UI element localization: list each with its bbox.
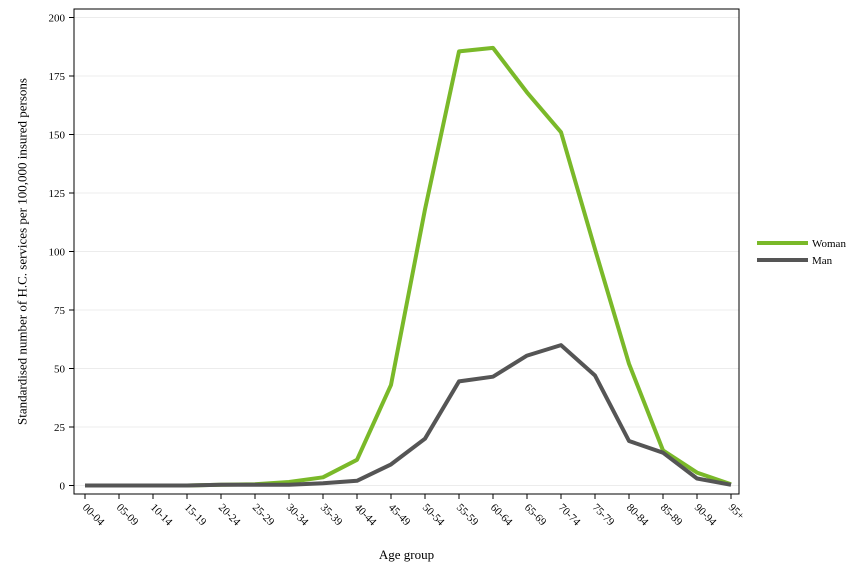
x-tick-label: 20-24 bbox=[216, 502, 243, 529]
x-tick-label: 35-39 bbox=[318, 502, 345, 529]
y-tick-label: 50 bbox=[54, 364, 66, 376]
x-tick-label: 30-34 bbox=[284, 502, 311, 529]
y-tick-label: 125 bbox=[49, 188, 66, 200]
x-tick-label: 60-64 bbox=[488, 502, 515, 529]
x-tick-label: 95+ bbox=[726, 502, 747, 523]
x-tick-label: 10-14 bbox=[148, 502, 175, 529]
y-axis-title: Standardised number of H.C. services per… bbox=[15, 78, 30, 425]
x-tick-label: 55-59 bbox=[454, 502, 481, 529]
y-tick-label: 100 bbox=[49, 247, 66, 259]
x-tick-label: 45-49 bbox=[386, 502, 413, 529]
y-axis: 0 25 50 75 100 125 150 175 200 bbox=[49, 13, 74, 493]
legend-label-man: Man bbox=[812, 255, 833, 267]
x-tick-label: 85-89 bbox=[658, 502, 685, 529]
y-tick-label: 150 bbox=[49, 130, 66, 142]
grid-lines bbox=[74, 17, 739, 486]
x-tick-label: 80-84 bbox=[624, 502, 651, 529]
x-tick-label: 40-44 bbox=[352, 502, 379, 529]
series-line-man bbox=[85, 343, 732, 488]
y-tick-label: 75 bbox=[54, 305, 66, 317]
y-tick-label: 0 bbox=[60, 481, 66, 493]
x-tick-label: 70-74 bbox=[556, 502, 583, 529]
x-tick-label: 05-09 bbox=[114, 502, 141, 529]
legend: Woman Man bbox=[757, 238, 846, 267]
legend-label-woman: Woman bbox=[812, 238, 846, 250]
y-tick-label: 200 bbox=[49, 13, 66, 25]
y-tick-label: 175 bbox=[49, 71, 66, 83]
x-tick-label: 90-94 bbox=[692, 502, 719, 529]
x-tick-label: 65-69 bbox=[522, 502, 549, 529]
x-axis: 00-04 05-09 10-14 15-19 20-24 25-29 30-34 35-39… bbox=[80, 494, 747, 529]
series-lines bbox=[85, 45, 732, 488]
x-tick-label: 15-19 bbox=[182, 502, 209, 529]
x-tick-label: 75-79 bbox=[590, 502, 617, 529]
series-line-woman bbox=[85, 45, 732, 488]
x-tick-label: 50-54 bbox=[420, 502, 447, 529]
x-tick-label: 25-29 bbox=[250, 502, 277, 529]
x-tick-label: 00-04 bbox=[80, 502, 107, 529]
x-axis-title: Age group bbox=[379, 547, 434, 562]
y-tick-label: 25 bbox=[54, 422, 66, 434]
